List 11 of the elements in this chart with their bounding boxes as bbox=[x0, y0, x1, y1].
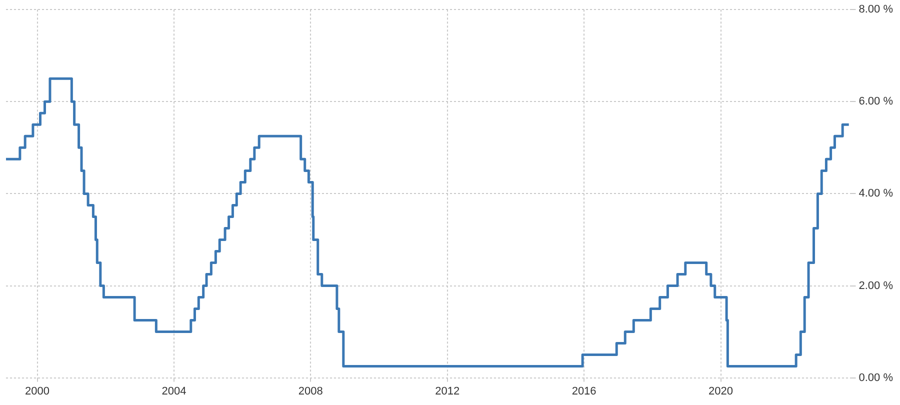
x-tick-label: 2020 bbox=[708, 385, 733, 398]
x-tick-label: 2004 bbox=[162, 385, 186, 398]
y-tick-label: 8.00 % bbox=[858, 4, 894, 16]
y-tick-label: 6.00 % bbox=[858, 96, 894, 108]
x-tick-label: 2012 bbox=[435, 385, 460, 398]
y-tick-label: 2.00 % bbox=[858, 280, 894, 292]
x-tick-label: 2008 bbox=[298, 385, 323, 398]
x-tick-label: 2000 bbox=[25, 385, 50, 398]
y-tick-label: 4.00 % bbox=[858, 188, 894, 200]
y-tick-label: 0.00 % bbox=[858, 372, 894, 384]
x-tick-label: 2016 bbox=[572, 385, 596, 398]
